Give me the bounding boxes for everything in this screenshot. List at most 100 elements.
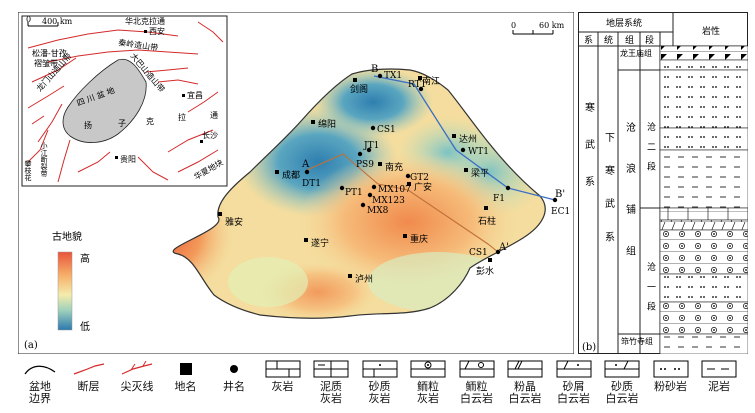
section-line-a xyxy=(306,153,499,253)
city-label-guangan: 广安 xyxy=(414,181,432,193)
sandy-dolomite-a-icon xyxy=(556,360,591,378)
city-label-suining: 遂宁 xyxy=(311,237,329,249)
city-marker xyxy=(218,212,222,216)
legend-label: 砂屑 白云岩 xyxy=(557,380,590,405)
system-label: 寒 武 系 xyxy=(583,101,595,199)
inset-label-changsha: 长沙 xyxy=(202,130,218,140)
fault-icon xyxy=(73,363,104,375)
city-marker xyxy=(452,134,456,138)
inset-scale-label: 400 km xyxy=(42,17,73,26)
well-dot xyxy=(418,86,424,92)
inset-label-zi: 子 xyxy=(118,119,126,128)
legend-item-fault: 断层 xyxy=(67,360,111,393)
square-place-icon xyxy=(179,363,192,375)
oolitic-limestone-icon xyxy=(410,360,446,378)
legend-item-oolitic-dolomite: 鲕粒 白云岩 xyxy=(455,360,499,405)
well-label-pt1: PT1 xyxy=(345,188,363,198)
column-header-member: 段 xyxy=(645,34,654,46)
well-dot xyxy=(405,173,411,179)
column-header-lithology: 岩性 xyxy=(702,25,720,37)
legend-label: 砂质 灰岩 xyxy=(368,380,391,405)
well-dot xyxy=(552,197,558,203)
well-dot xyxy=(377,73,383,79)
city-marker xyxy=(275,170,279,174)
sandy-dolomite-b-icon xyxy=(604,360,640,378)
legend-label: 井名 xyxy=(223,380,245,393)
city-label-pengshui: 彭水 xyxy=(476,265,494,277)
legend-item-sandy-dolomite-b: 砂质 白云岩 xyxy=(600,360,644,405)
inset-label-la: 拉 xyxy=(178,112,186,122)
legend-item-oolitic-limestone: 鲕粒 灰岩 xyxy=(406,360,450,405)
inset-label-xian: 西安 xyxy=(149,26,165,36)
section-label-b: B xyxy=(371,64,378,75)
member-cang-1: 沧 一 段 xyxy=(645,261,656,315)
well-dot xyxy=(360,202,366,208)
well-label-mx8: MX8 xyxy=(367,206,389,216)
legend-label: 盆地 边界 xyxy=(29,380,51,405)
group-qiongzhusi: 筇竹寺组 xyxy=(621,336,653,346)
well-dot xyxy=(366,147,372,153)
panel-a-label: (a) xyxy=(24,340,38,351)
city-markers: 剑阁 南江 绵阳 达州 成都 南充 梁平 广安 雅安 石柱 遂宁 重庆 泸州 彭… xyxy=(218,75,496,285)
legend-item-argillaceous-limestone: 泥质 灰岩 xyxy=(309,360,353,405)
legend-item-siltstone: 粉砂岩 xyxy=(649,360,693,393)
group-longwangmiao: 龙王庙组 xyxy=(620,48,652,58)
city-marker xyxy=(348,274,352,278)
city-label-luzhou: 泸州 xyxy=(355,274,373,285)
section-label-a: A xyxy=(301,159,310,170)
member-cang-2: 沧 二 段 xyxy=(645,121,656,175)
palaeo-colour-legend: 古地貌 高 低 xyxy=(52,230,90,333)
city-label-mianyang: 绵阳 xyxy=(318,118,336,130)
legend-item-mudstone: 泥岩 xyxy=(697,360,741,393)
inset-label-panzhihua: 攀枝花 xyxy=(24,159,32,182)
legend-item-sandy-dolomite-a: 砂屑 白云岩 xyxy=(552,360,596,405)
city-marker xyxy=(464,168,468,172)
column-header-series: 统 xyxy=(604,34,613,46)
well-dot xyxy=(339,185,345,191)
legend-label: 鲕粒 白云岩 xyxy=(460,380,493,405)
city-marker xyxy=(353,78,357,82)
city-label-yaan: 雅安 xyxy=(225,216,243,228)
well-label-jt1: JT1 xyxy=(363,141,379,151)
well-dot xyxy=(304,169,310,175)
well-label-gt2: GT2 xyxy=(410,173,429,183)
legend-label: 灰岩 xyxy=(271,380,294,393)
legend-label: 泥质 灰岩 xyxy=(320,380,342,405)
city-label-nanchong: 南充 xyxy=(385,161,403,173)
legend-item-sandy-limestone: 砂质 灰岩 xyxy=(358,360,402,405)
inset-label-yang: 扬 xyxy=(84,120,92,130)
panel-b-label: (b) xyxy=(582,342,596,353)
palaeo-legend-low: 低 xyxy=(80,320,90,333)
oolitic-dolomite-icon xyxy=(459,360,494,378)
series-label: 下 寒 武 系 xyxy=(603,132,615,252)
svg-text:0: 0 xyxy=(511,21,516,30)
legend-label: 砂质 白云岩 xyxy=(605,380,639,405)
argillaceous-limestone-icon xyxy=(313,360,349,378)
palaeo-legend-title: 古地貌 xyxy=(52,230,82,243)
well-label-tx1: TX1 xyxy=(384,71,402,81)
legend-label: 地名 xyxy=(174,380,197,393)
city-marker xyxy=(378,162,382,166)
legend-item-crystalline-dolomite: 粉晶 白云岩 xyxy=(503,360,547,405)
basin-boundary-icon xyxy=(24,365,56,375)
well-dot xyxy=(371,184,377,190)
well-markers: TX1 RT1 CS1 JT1 PS9 WT1 DT1 PT1 MX107 GT… xyxy=(302,71,570,258)
legend-label: 鲕粒 灰岩 xyxy=(417,380,439,405)
city-marker xyxy=(484,206,488,210)
column-header-system: 系 xyxy=(584,35,593,46)
city-label-dazhou: 达州 xyxy=(459,133,477,145)
group-canglangpu: 沧 浪 铺 组 xyxy=(624,121,636,270)
column-header-group: 组 xyxy=(625,34,634,46)
crystalline-dolomite-icon xyxy=(507,360,543,378)
well-label-mx107: MX107 xyxy=(378,185,411,195)
inset-map: 0 400 km 华北克拉通 西安 秦岭造山带 松潘-甘孜 褶皱带 龙门山造山带… xyxy=(21,15,228,187)
section-label-a-prime: A' xyxy=(498,242,509,253)
inset-label-ke: 克 xyxy=(146,117,154,126)
section-line-b xyxy=(373,75,556,201)
legend-item-dot-well: 井名 xyxy=(212,360,256,393)
inset-label-xiaojiang: 小江断裂带 xyxy=(40,141,48,178)
well-label-ec1: EC1 xyxy=(551,207,570,217)
well-label-mx123: MX123 xyxy=(372,196,405,206)
well-label-wt1: WT1 xyxy=(468,147,489,157)
well-label-ps9: PS9 xyxy=(356,160,374,170)
